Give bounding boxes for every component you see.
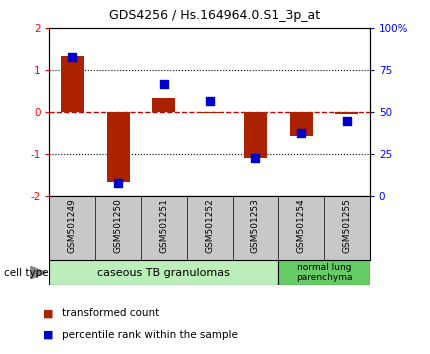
Text: GSM501254: GSM501254	[297, 198, 306, 253]
Text: GSM501255: GSM501255	[342, 198, 351, 253]
Text: GSM501251: GSM501251	[160, 198, 169, 253]
Point	[298, 130, 304, 136]
Text: cell type: cell type	[4, 268, 49, 278]
Text: GSM501249: GSM501249	[68, 198, 77, 253]
Text: GSM501250: GSM501250	[114, 198, 123, 253]
Bar	[49, 260, 278, 285]
Bar	[278, 260, 370, 285]
Point	[252, 155, 259, 161]
Text: normal lung
parenchyma: normal lung parenchyma	[296, 263, 352, 282]
Bar	[61, 56, 84, 113]
Text: percentile rank within the sample: percentile rank within the sample	[62, 330, 238, 339]
Bar	[335, 113, 358, 114]
Bar	[107, 113, 129, 182]
Polygon shape	[31, 266, 46, 279]
Text: GDS4256 / Hs.164964.0.S1_3p_at: GDS4256 / Hs.164964.0.S1_3p_at	[110, 9, 320, 22]
Point	[344, 118, 350, 124]
Text: GSM501252: GSM501252	[205, 198, 214, 253]
Point	[69, 54, 76, 60]
Bar	[290, 113, 313, 136]
Point	[115, 180, 122, 186]
Text: transformed count: transformed count	[62, 308, 160, 318]
Bar	[152, 98, 175, 113]
Point	[160, 81, 167, 87]
Text: ■: ■	[43, 330, 53, 339]
Text: ■: ■	[43, 308, 53, 318]
Text: caseous TB granulomas: caseous TB granulomas	[98, 268, 230, 278]
Text: GSM501253: GSM501253	[251, 198, 260, 253]
Bar	[244, 113, 267, 158]
Point	[206, 98, 213, 103]
